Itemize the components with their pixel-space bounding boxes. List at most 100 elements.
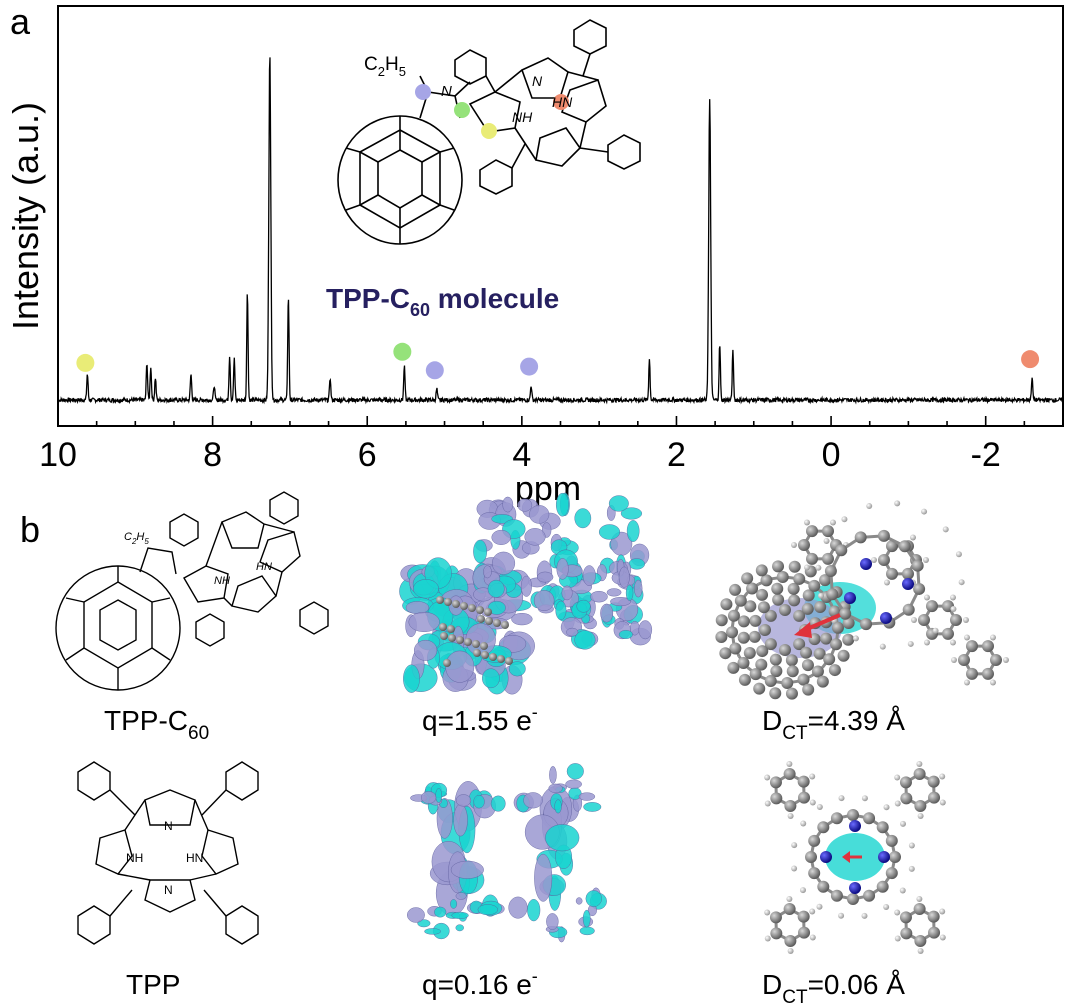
carbon-atom (793, 609, 806, 622)
carbon-atom (819, 574, 832, 587)
hydrogen-atom (866, 503, 873, 510)
hydrogen-atom (894, 774, 901, 781)
carbon-atom (826, 588, 839, 601)
charge-accumulation-lobe (556, 558, 569, 580)
x-tick-label: 10 (39, 436, 77, 474)
hydrogen-atom (883, 904, 890, 911)
phenyl-ring (573, 19, 607, 55)
charge-accumulation-lobe (491, 551, 516, 575)
plot-frame (57, 5, 1064, 427)
charge-depletion-lobe (424, 928, 441, 935)
hydrogen-atom (942, 526, 949, 533)
carbon-atom (808, 867, 821, 880)
peak-marker-dot (1021, 350, 1040, 369)
charge-depletion-lobe (451, 911, 469, 919)
hydrogen-atom (800, 820, 807, 827)
tpp-top-n-label: N (164, 819, 173, 833)
x-tick-label: 0 (822, 436, 841, 474)
hydrogen-atom (764, 935, 771, 942)
charge-depletion-lobe (628, 558, 645, 570)
carbon-atom (911, 559, 924, 572)
carbon-atom (480, 642, 488, 650)
charge-depletion-lobe (625, 584, 634, 601)
small-hn-label: HN (256, 561, 272, 573)
charge-accumulation-lobe (549, 766, 557, 784)
carbon-atom (468, 604, 476, 612)
charge-accumulation-lobe (450, 860, 484, 879)
molecule-title: TPP-C60 molecule (326, 283, 559, 320)
carbon-atom (950, 614, 962, 626)
carbon-atom (764, 609, 777, 622)
charge-depletion-lobe (413, 579, 439, 599)
hydrogen-atom (879, 643, 886, 650)
tpp-name: TPP (126, 969, 180, 1000)
charge-accumulation-lobe (536, 571, 554, 583)
carbon-atom (726, 626, 739, 639)
x-tick-label: -2 (971, 436, 1001, 474)
carbon-atom (927, 910, 940, 923)
carbon-atom (814, 601, 827, 614)
carbon-atom (729, 642, 742, 655)
carbon-atom (900, 792, 913, 805)
hydrogen-atom (791, 865, 798, 872)
carbon-atom (770, 792, 783, 805)
carbon-atom (886, 540, 898, 553)
carbon-atom (863, 889, 876, 902)
charge-depletion-lobe (473, 794, 485, 809)
carbon-atom (756, 645, 769, 658)
carbon-atom (779, 644, 791, 656)
hydrogen-atom (939, 934, 946, 941)
charge-accumulation-lobe (453, 803, 468, 837)
charge-depletion-lobe (574, 630, 596, 650)
carbon-atom (886, 567, 898, 580)
peak-marker-dot (76, 353, 95, 372)
hydrogen-atom (815, 564, 822, 571)
carbon-atom (847, 893, 859, 905)
hydrogen-atom (786, 896, 793, 903)
carbon-atom (914, 799, 927, 812)
carbon-atom (828, 664, 841, 677)
charge-depletion-lobe (487, 579, 505, 598)
charge-accumulation-lobe (483, 565, 492, 579)
hydrogen-atom (894, 800, 901, 807)
charge-accumulation-lobe (455, 892, 467, 900)
hydrogen-atom (964, 679, 970, 686)
charge-accumulation-lobe (491, 529, 511, 545)
hydrogen-atom (907, 640, 914, 647)
charge-accumulation-lobe (408, 611, 440, 632)
charge-accumulation-lobe (529, 505, 550, 524)
carbon-atom (769, 687, 782, 700)
small-nh-label: NH (214, 575, 230, 587)
hydrogen-atom (871, 557, 877, 563)
charge-accumulation-lobe (634, 579, 643, 598)
hydrogen-atom (852, 635, 859, 642)
carbon-atom (800, 646, 813, 659)
charge-accumulation-lobe (618, 566, 630, 588)
hydrogen-atom (884, 579, 890, 586)
charge-depletion-lobe (434, 906, 447, 918)
charge-depletion-lobe (585, 890, 602, 907)
nitrogen-atom (860, 558, 872, 570)
charge-accumulation-lobe (520, 575, 532, 597)
charge-depletion-lobe (618, 629, 633, 639)
carbon-atom (813, 647, 826, 660)
carbon-atom (737, 656, 750, 669)
hydrogen-atom (958, 579, 965, 586)
hydrogen-atom (917, 812, 924, 819)
hydrogen-atom (990, 634, 996, 641)
nitrogen-atom (849, 882, 861, 894)
hydrogen-atom (908, 865, 915, 872)
charge-depletion-lobe (576, 599, 591, 613)
carbon-atom (448, 634, 456, 642)
hydrogen-atom (916, 896, 923, 903)
charge-depletion-lobe (556, 492, 569, 517)
charge-accumulation-lobe (524, 528, 546, 546)
tpp-bottom-n-label: N (164, 883, 173, 897)
phenyl-ring (479, 159, 513, 195)
spectrum-trace (57, 57, 1063, 405)
hydrogen-atom (799, 887, 806, 894)
carbon-atom (784, 799, 797, 812)
charge-accumulation-lobe (546, 913, 559, 930)
carbon-atom (743, 646, 756, 659)
